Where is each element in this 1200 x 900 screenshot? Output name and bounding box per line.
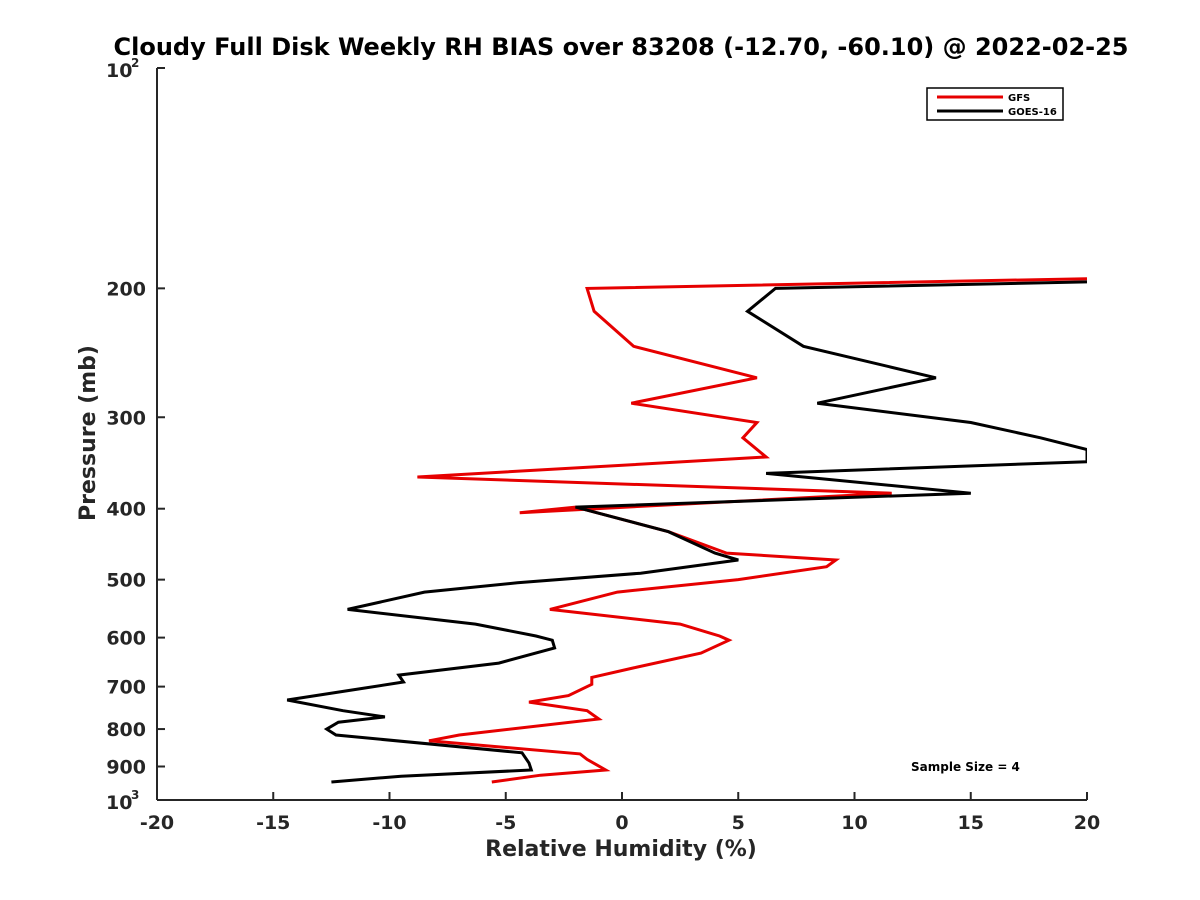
axes: [156, 68, 1087, 801]
x-tick-label: 0: [615, 812, 628, 834]
y-tick-base: 10: [106, 60, 132, 82]
series-lines: [286, 277, 1087, 784]
y-tick-label: 200: [106, 278, 146, 300]
y-tick-label: 800: [106, 719, 146, 741]
series-line-goes-16: [286, 280, 1087, 784]
y-tick-exponent: 2: [131, 56, 139, 70]
y-tick-label: 500: [106, 570, 146, 592]
y-tick-label: 400: [106, 499, 146, 521]
y-tick-label: 300: [106, 407, 146, 429]
y-tick-base: 10: [106, 792, 132, 814]
x-axis-ticks: -20 -15 -10 -5 0 5 10 15 20: [140, 792, 1100, 834]
legend-label: GFS: [1008, 93, 1030, 104]
x-tick-label: -20: [140, 812, 174, 834]
x-axis-label: Relative Humidity (%): [485, 837, 757, 862]
series-line-gfs: [417, 277, 1087, 784]
y-tick-label: 900: [106, 757, 146, 779]
legend-box: [926, 87, 1064, 121]
y-tick-label: 600: [106, 628, 146, 650]
x-tick-label: 5: [732, 812, 745, 834]
y-tick-label: 700: [106, 677, 146, 699]
x-tick-label: 20: [1074, 812, 1100, 834]
y-tick-label-power: 103: [106, 788, 139, 814]
legend: GFS GOES-16: [926, 87, 1064, 121]
y-tick-label-power: 102: [106, 56, 139, 82]
x-tick-label: 15: [958, 812, 984, 834]
chart-title: Cloudy Full Disk Weekly RH BIAS over 832…: [114, 33, 1129, 61]
legend-label: GOES-16: [1008, 107, 1057, 118]
x-tick-label: -10: [372, 812, 406, 834]
x-tick-label: 10: [841, 812, 867, 834]
y-tick-exponent: 3: [131, 788, 139, 802]
sample-size-annotation: Sample Size = 4: [911, 760, 1020, 774]
x-tick-label: -5: [495, 812, 516, 834]
x-tick-label: -15: [256, 812, 290, 834]
y-axis-label: Pressure (mb): [76, 345, 101, 521]
